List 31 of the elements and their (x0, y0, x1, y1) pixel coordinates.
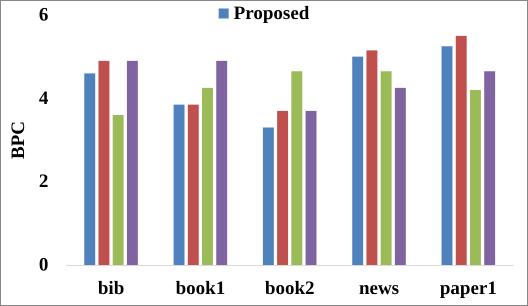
y-tick-label: 0 (38, 254, 48, 276)
bar (112, 115, 124, 265)
x-tick-label: paper1 (440, 278, 497, 299)
bar (262, 128, 274, 265)
y-axis-title: BPC (8, 121, 29, 159)
x-tick-label: bib (98, 278, 124, 299)
bar (216, 60, 228, 265)
bar (306, 110, 316, 265)
x-tick-label: book2 (264, 278, 315, 299)
bar (126, 60, 138, 265)
bar (291, 71, 302, 265)
bar (277, 110, 288, 265)
bar (202, 88, 213, 265)
bar (84, 73, 96, 265)
y-tick-label: 4 (38, 88, 49, 109)
bar (456, 36, 467, 265)
x-tick-label: book1 (176, 278, 226, 299)
bar (98, 60, 110, 265)
bar (380, 71, 392, 265)
bar (442, 46, 452, 265)
bar (394, 88, 406, 265)
y-tick-label: 6 (38, 4, 48, 26)
y-tick-label: 2 (38, 171, 48, 192)
bar (366, 50, 378, 265)
bar (470, 90, 481, 265)
x-tick-label: news (358, 278, 400, 299)
bar (352, 56, 364, 265)
bar (484, 71, 496, 265)
bar (174, 104, 185, 265)
legend-label: Proposed (234, 3, 310, 24)
bar (188, 104, 199, 265)
